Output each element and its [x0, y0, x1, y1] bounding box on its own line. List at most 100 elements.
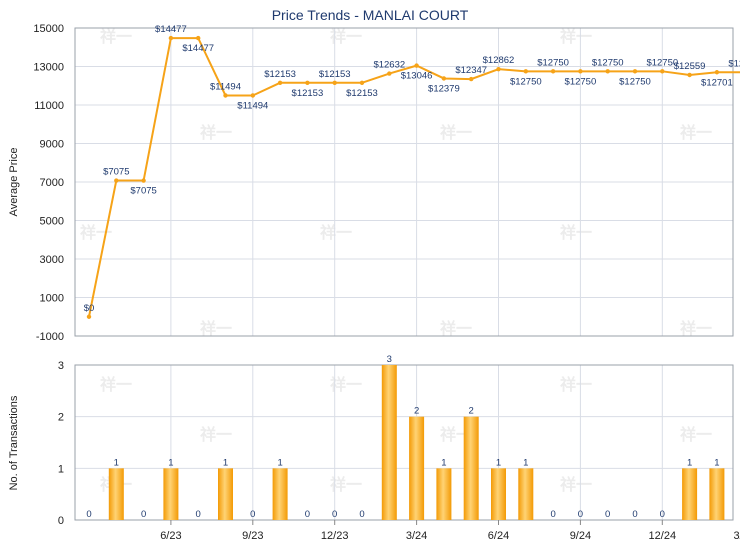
price-data-label: $12153: [319, 69, 351, 80]
price-data-label: $11494: [237, 100, 268, 111]
transaction-bar: [491, 468, 506, 520]
price-data-label: $12559: [674, 61, 706, 72]
price-point: [550, 69, 556, 74]
x-tick-label: 9/24: [570, 530, 591, 542]
price-tick-label: 9000: [40, 139, 64, 151]
watermark-text: 祥一: [320, 223, 352, 242]
price-tick-label: 7000: [40, 177, 64, 189]
transaction-count-label: 1: [223, 457, 228, 468]
price-data-label: $7075: [103, 167, 129, 178]
transaction-count-label: 1: [714, 457, 719, 468]
price-data-label: $12153: [264, 69, 296, 80]
transaction-count-label: 1: [687, 457, 692, 468]
transaction-count-label: 0: [305, 509, 310, 520]
watermark-text: 祥一: [680, 425, 712, 444]
price-point: [523, 69, 528, 74]
transaction-bar: [518, 468, 534, 520]
price-point: [714, 70, 720, 75]
price-point: [414, 63, 419, 68]
price-line: [86, 35, 740, 319]
price-tick-label: 1000: [40, 293, 64, 305]
price-point: [86, 314, 92, 319]
watermark-text: 祥一: [200, 319, 232, 338]
transaction-bar: [108, 468, 124, 520]
price-point: [332, 80, 337, 86]
transaction-count-label: 2: [414, 406, 419, 417]
price-point: [168, 35, 174, 41]
watermark-text: 祥一: [200, 123, 232, 142]
transaction-count-label: 0: [359, 509, 364, 520]
price-data-label: $12701: [701, 77, 733, 88]
transaction-count-label: 0: [196, 509, 201, 520]
transaction-count-label: 1: [168, 457, 173, 468]
transactions-tick-label: 3: [58, 360, 64, 372]
transaction-count-label: 0: [660, 509, 665, 520]
transaction-count-label: 1: [496, 457, 501, 468]
x-tick-label: 3/25: [733, 530, 740, 542]
watermark-text: 祥一: [100, 375, 132, 394]
price-point: [305, 80, 310, 86]
price-point: [141, 178, 146, 183]
price-point: [605, 69, 610, 74]
transactions-tick-label: 0: [58, 515, 64, 527]
price-data-label: $12379: [428, 83, 460, 94]
price-tick-label: 5000: [40, 216, 64, 228]
transactions-plot-frame: [74, 364, 734, 521]
watermark-text: 祥一: [440, 123, 472, 142]
price-point: [196, 35, 201, 41]
transaction-bars: 0101010100032121100000110: [86, 354, 725, 520]
watermark-text: 祥一: [200, 425, 232, 444]
transaction-bar: [436, 468, 452, 520]
transaction-bar: [163, 468, 179, 520]
price-plot-frame: [74, 27, 734, 337]
transaction-count-label: 2: [469, 406, 474, 417]
transaction-bar: [272, 468, 288, 520]
price-point: [250, 93, 255, 98]
price-data-label: $13046: [401, 71, 433, 82]
price-data-label: $12750: [619, 76, 651, 87]
price-point: [632, 69, 638, 74]
price-point: [687, 72, 692, 78]
transaction-count-label: 0: [578, 509, 583, 520]
price-point: [223, 93, 228, 98]
watermark-text: 祥一: [560, 475, 592, 494]
price-point: [578, 69, 583, 74]
transaction-count-label: 0: [86, 509, 91, 520]
price-tick-label: 13000: [33, 62, 64, 74]
watermark-text: 祥一: [680, 319, 712, 338]
transaction-count-label: 1: [441, 457, 446, 468]
price-point: [469, 76, 474, 82]
x-tick-label: 12/24: [649, 530, 677, 542]
transaction-count-label: 0: [550, 509, 555, 520]
price-point: [277, 80, 283, 86]
price-data-label: $12347: [455, 65, 487, 76]
price-data-label: $12750: [592, 57, 624, 68]
transaction-count-label: 1: [523, 457, 528, 468]
transactions-tick-label: 2: [58, 412, 64, 424]
price-data-label: $0: [84, 303, 95, 314]
price-data-label: $12701: [728, 58, 740, 69]
price-data-label: $7075: [130, 186, 156, 197]
transaction-count-label: 3: [387, 354, 392, 365]
data-labels: $0 $7075$7075 $14477 $14477 $11494 $11494 $121…: [84, 24, 740, 314]
price-point: [114, 178, 119, 183]
transaction-count-label: 0: [605, 509, 610, 520]
price-data-label: $12153: [346, 88, 378, 99]
x-tick-label: 9/23: [242, 530, 263, 542]
watermark-text: 祥一: [560, 223, 592, 242]
price-tick-label: 11000: [34, 100, 64, 112]
price-point: [441, 76, 447, 81]
price-data-label: $12750: [646, 57, 678, 68]
price-tick-label: 15000: [33, 23, 64, 35]
watermark-text: 祥一: [330, 27, 362, 46]
price-data-label: $11494: [210, 81, 241, 92]
transaction-bar: [709, 468, 725, 520]
price-point: [660, 69, 665, 74]
x-tick-label: 12/23: [321, 530, 349, 542]
transaction-bar: [218, 468, 233, 520]
price-point: [496, 66, 501, 72]
watermark-text: 祥一: [560, 27, 592, 46]
axis-ticks: 6/23 9/23 12/23 3/24 6/24 9/24 12/24 3/25 -1000 1…: [33, 23, 740, 542]
transaction-bar: [409, 416, 425, 520]
